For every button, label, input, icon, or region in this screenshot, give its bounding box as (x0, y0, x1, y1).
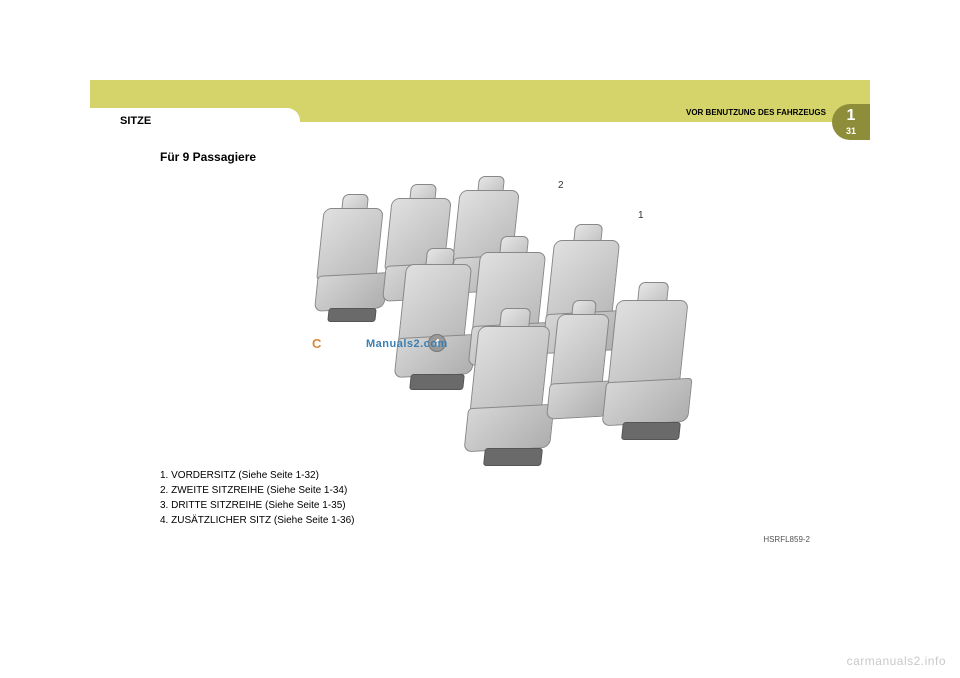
legend-item-2: 2. ZWEITE SITZREIHE (Siehe Seite 1-34) (160, 483, 840, 498)
chapter-tab: 1 31 (832, 104, 870, 140)
figure-title: Für 9 Passagiere (160, 150, 840, 164)
manual-page: VOR BENUTZUNG DES FAHRZEUGS 1 31 SITZE F… (90, 80, 870, 560)
callout-2: 2 (558, 180, 564, 191)
watermark-right: Manuals2.com (366, 338, 448, 350)
legend-item-4: 4. ZUSÄTZLICHER SITZ (Siehe Seite 1-36) (160, 513, 840, 528)
figure-wrap: 3 2 1 (120, 178, 840, 458)
watermark-left: C (312, 336, 322, 351)
legend-item-1: 1. VORDERSITZ (Siehe Seite 1-32) (160, 468, 840, 483)
chapter-label: VOR BENUTZUNG DES FAHRZEUGS (686, 108, 826, 117)
content-area: Für 9 Passagiere 3 2 1 (120, 150, 840, 550)
page-number: 31 (846, 126, 856, 136)
footer-watermark: carmanuals2.info (847, 654, 946, 668)
seat-row2-left: 4 (402, 264, 468, 344)
seat-figure: 3 2 1 (260, 178, 700, 458)
seat-front-left (474, 326, 546, 414)
callout-1: 1 (638, 210, 644, 221)
chapter-number: 1 (847, 108, 856, 124)
figure-code: HSRFL859-2 (763, 535, 810, 544)
legend: 1. VORDERSITZ (Siehe Seite 1-32) 2. ZWEI… (160, 468, 840, 528)
legend-item-3: 3. DRITTE SITZREIHE (Siehe Seite 1-35) (160, 498, 840, 513)
section-tab: SITZE (90, 108, 300, 134)
seat-front-right (612, 300, 684, 388)
seat-row3-left (320, 208, 380, 280)
seat-front-mid (554, 314, 606, 388)
